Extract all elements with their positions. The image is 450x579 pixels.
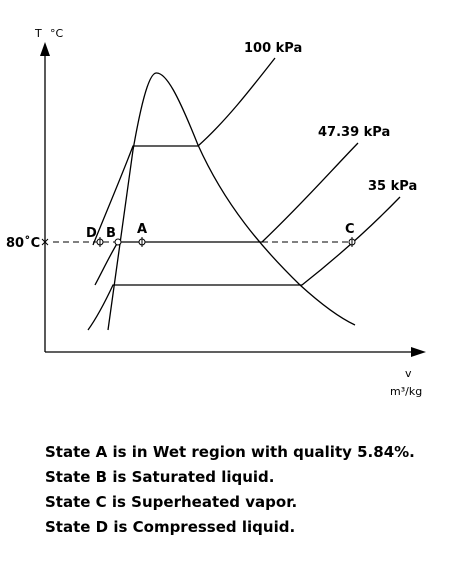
state-a-label: A (137, 222, 147, 237)
y-axis-unit: °C (50, 27, 64, 40)
saturation-dome (107, 72, 356, 331)
pressure-label-100kpa: 100 kPa (244, 41, 302, 56)
isobar-35kpa (87, 196, 401, 331)
note-state-a: State A is in Wet region with quality 5.… (45, 443, 415, 461)
state-c-label: C (345, 222, 355, 237)
tv-diagram: T °C v m³/kg 100 kPa 47.39 kPa 35 kPa 80… (6, 27, 426, 398)
y-axis-label: T (34, 27, 42, 40)
temperature-tick-icon (41, 238, 49, 246)
state-b-marker (114, 238, 122, 246)
state-notes: State A is in Wet region with quality 5.… (45, 440, 445, 540)
axes (44, 52, 418, 353)
note-state-d: State D is Compressed liquid. (45, 518, 296, 536)
x-axis-unit: m³/kg (390, 385, 422, 398)
note-state-b: State B is Saturated liquid. (45, 468, 275, 486)
x-axis-label: v (405, 367, 412, 380)
isobar-100kpa (92, 57, 276, 246)
pressure-label-47kpa: 47.39 kPa (318, 125, 390, 140)
pressure-label-35kpa: 35 kPa (368, 179, 417, 194)
state-b-label: B (106, 226, 116, 241)
x-axis-arrow-icon (411, 347, 426, 357)
y-axis-arrow-icon (40, 42, 50, 56)
state-d-label: D (86, 226, 97, 241)
note-state-c: State C is Superheated vapor. (45, 493, 298, 511)
temperature-label: 80˚C (6, 235, 40, 251)
isobar-47kpa (94, 142, 359, 286)
